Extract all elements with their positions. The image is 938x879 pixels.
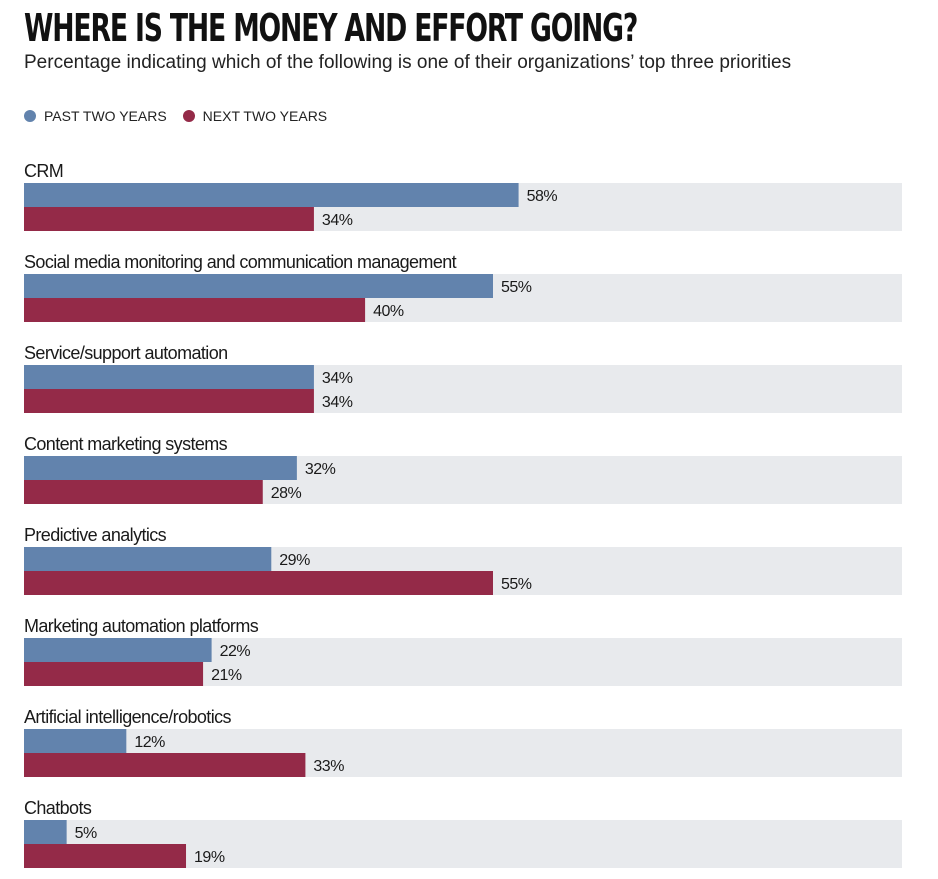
category-label: Content marketing systems bbox=[24, 434, 228, 454]
bar-past-two-years bbox=[24, 547, 272, 571]
category-group: Social media monitoring and communicatio… bbox=[24, 252, 902, 322]
value-label: 28% bbox=[271, 485, 302, 502]
bar-next-two-years bbox=[24, 662, 204, 686]
bar-next-two-years bbox=[24, 753, 306, 777]
value-label: 22% bbox=[220, 643, 251, 660]
category-group: Marketing automation platforms 22% 21% bbox=[24, 616, 902, 686]
bar-past-two-years bbox=[24, 365, 314, 389]
legend-label-past: PAST TWO YEARS bbox=[44, 108, 167, 124]
bar-next-two-years bbox=[24, 844, 187, 868]
bar-next-two-years bbox=[24, 207, 314, 231]
category-group: Artificial intelligence/robotics 12% 33% bbox=[24, 707, 902, 777]
value-label: 34% bbox=[322, 370, 353, 387]
legend-swatch-past bbox=[24, 110, 36, 122]
value-label: 55% bbox=[501, 279, 532, 296]
bar-next-two-years bbox=[24, 389, 314, 413]
legend: PAST TWO YEARS NEXT TWO YEARS bbox=[24, 108, 327, 124]
value-label: 12% bbox=[134, 734, 165, 751]
value-label: 19% bbox=[194, 849, 225, 866]
value-label: 34% bbox=[322, 212, 353, 229]
bar-next-two-years bbox=[24, 571, 493, 595]
category-label: Chatbots bbox=[24, 798, 92, 818]
category-group: Service/support automation 34% 34% bbox=[24, 343, 902, 413]
category-group: Content marketing systems 32%28% bbox=[24, 434, 902, 504]
value-label: 33% bbox=[313, 758, 344, 775]
legend-item-past: PAST TWO YEARS bbox=[24, 108, 167, 124]
legend-label-next: NEXT TWO YEARS bbox=[202, 108, 328, 124]
category-label: Predictive analytics bbox=[24, 525, 167, 545]
chart-subtitle: Percentage indicating which of the follo… bbox=[24, 52, 792, 73]
value-label: 32% bbox=[305, 461, 336, 478]
chart-title: WHERE IS THE MONEY AND EFFORT GOING? bbox=[24, 6, 638, 50]
category-group: Predictive analytics 29% 55% bbox=[24, 525, 902, 595]
category-label: CRM bbox=[24, 161, 63, 181]
value-label: 29% bbox=[279, 552, 310, 569]
value-label: 58% bbox=[527, 188, 558, 205]
bar-past-two-years bbox=[24, 638, 212, 662]
bar-next-two-years bbox=[24, 480, 263, 504]
bar-past-two-years bbox=[24, 183, 519, 207]
category-label: Social media monitoring and communicatio… bbox=[24, 252, 457, 272]
category-label: Artificial intelligence/robotics bbox=[24, 707, 231, 727]
value-label: 40% bbox=[373, 303, 404, 320]
bar-past-two-years bbox=[24, 729, 127, 753]
legend-item-next: NEXT TWO YEARS bbox=[182, 108, 328, 124]
bar-next-two-years bbox=[24, 298, 366, 322]
category-group: Chatbots 5% 19% bbox=[24, 798, 902, 868]
category-label: Marketing automation platforms bbox=[24, 616, 259, 636]
bar-past-two-years bbox=[24, 274, 493, 298]
value-label: 21% bbox=[211, 667, 242, 684]
bar-past-two-years bbox=[24, 820, 67, 844]
value-label: 34% bbox=[322, 394, 353, 411]
category-group: CRM 58% 34% bbox=[24, 161, 902, 231]
bar-past-two-years bbox=[24, 456, 297, 480]
category-label: Service/support automation bbox=[24, 343, 228, 363]
value-label: 55% bbox=[501, 576, 532, 593]
value-label: 5% bbox=[75, 825, 97, 842]
legend-swatch-next bbox=[182, 110, 195, 122]
